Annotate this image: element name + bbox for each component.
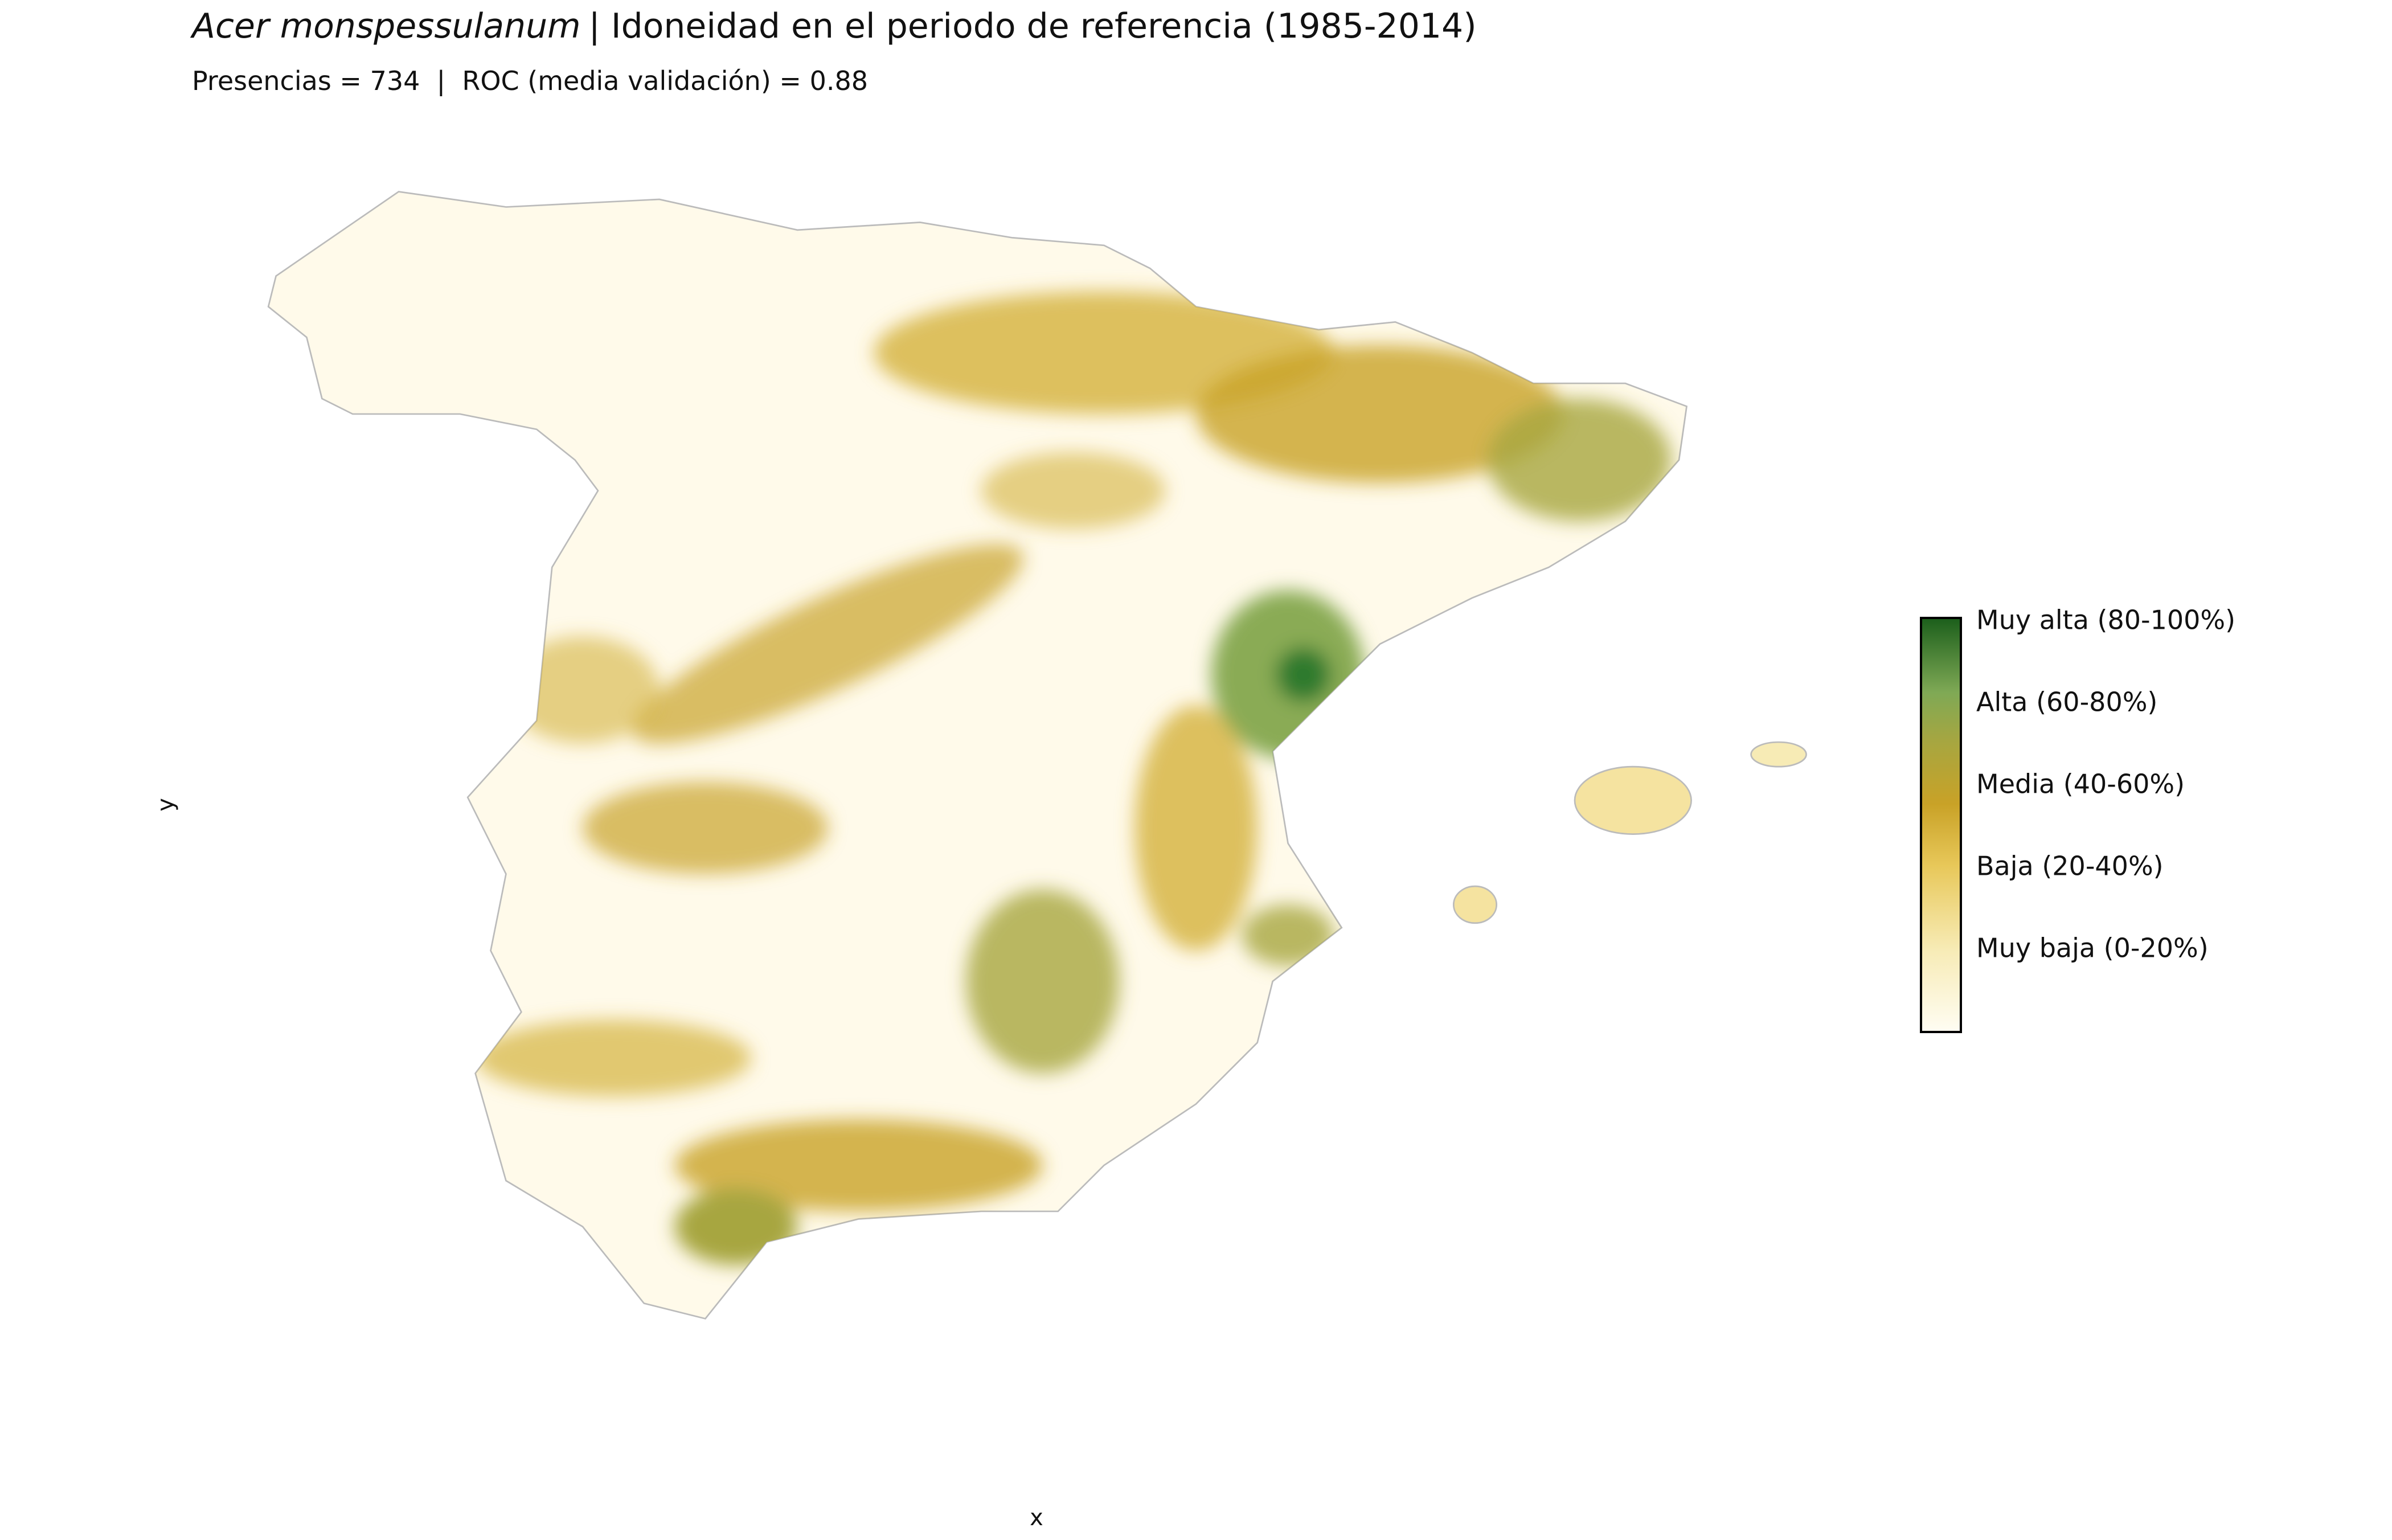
title-text: | Idoneidad en el periodo de referencia … — [589, 6, 1477, 46]
legend-colorbar — [1920, 617, 1962, 1033]
legend-label: Muy baja (0-20%) — [1976, 933, 2209, 964]
map — [267, 191, 1807, 1320]
legend: Muy alta (80-100%) Alta (60-80%) Media (… — [1920, 605, 2235, 1033]
suitability-raster — [475, 291, 1672, 1265]
subtitle: Presencias = 734 | ROC (media validación… — [192, 65, 868, 97]
legend-label: Alta (60-80%) — [1976, 687, 2157, 718]
legend-label: Media (40-60%) — [1976, 769, 2185, 800]
x-axis-label: x — [1030, 1505, 1043, 1531]
map-title: Acer monspessulanum | Idoneidad en el per… — [190, 6, 1477, 46]
legend-label: Baja (20-40%) — [1976, 851, 2164, 882]
y-axis-label: y — [153, 798, 179, 812]
species-name: Acer monspessulanum — [190, 6, 581, 46]
legend-label: Muy alta (80-100%) — [1976, 605, 2235, 636]
